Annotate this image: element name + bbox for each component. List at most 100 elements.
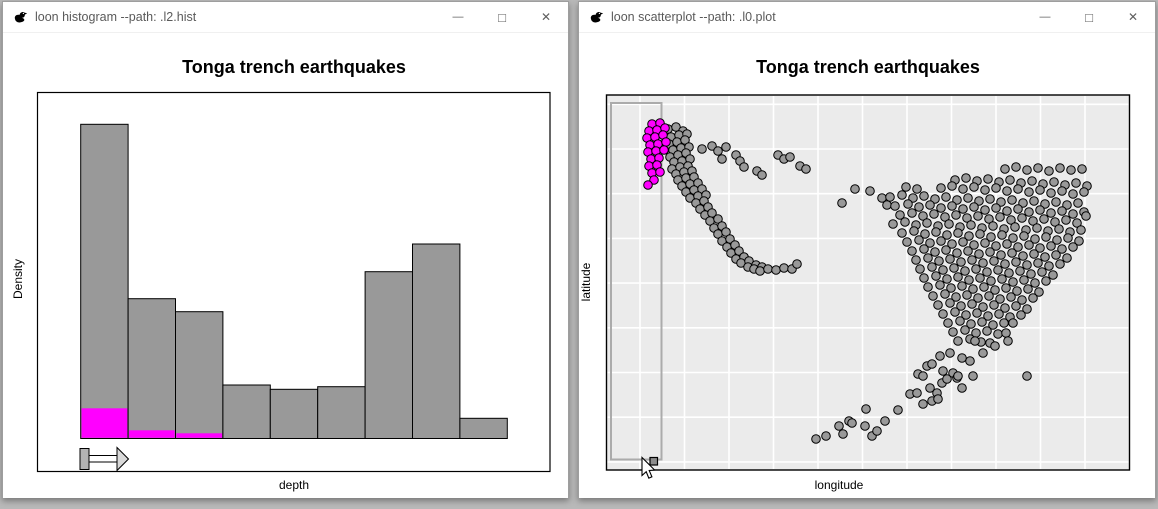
scatter-point[interactable]	[1046, 241, 1056, 251]
scatter-point[interactable]	[721, 142, 731, 152]
scatter-point[interactable]	[953, 272, 963, 282]
scatter-point[interactable]	[996, 250, 1006, 260]
scatter-point[interactable]	[938, 309, 948, 319]
scatter-point[interactable]	[985, 194, 995, 204]
binwidth-arrowhead-icon[interactable]	[116, 446, 130, 472]
scatter-point[interactable]	[1041, 276, 1051, 286]
scatter-point[interactable]	[915, 264, 925, 274]
scatter-point[interactable]	[960, 266, 970, 276]
scatter-point[interactable]	[946, 283, 956, 293]
scatter-point[interactable]	[951, 210, 961, 220]
scatter-point[interactable]	[977, 317, 987, 327]
scatter-point[interactable]	[717, 154, 727, 164]
scatter-point[interactable]	[763, 264, 773, 274]
scatter-point[interactable]	[997, 274, 1007, 284]
scatter-point[interactable]	[948, 327, 958, 337]
scatter-point[interactable]	[1057, 244, 1067, 254]
scatter-point[interactable]	[990, 285, 1000, 295]
scatter-point[interactable]	[895, 210, 905, 220]
scatter-point[interactable]	[968, 284, 978, 294]
scatter-point[interactable]	[1013, 242, 1023, 252]
scatter-point[interactable]	[1002, 186, 1012, 196]
scatter-point[interactable]	[1000, 259, 1010, 269]
scatter-point[interactable]	[938, 265, 948, 275]
scatter-point[interactable]	[907, 246, 917, 256]
scatter-point[interactable]	[901, 182, 911, 192]
scatter-point[interactable]	[936, 236, 946, 246]
scatter-point[interactable]	[1051, 197, 1061, 207]
scatter-point[interactable]	[991, 203, 1001, 213]
scatter-point[interactable]	[1054, 224, 1064, 234]
scatter-point[interactable]	[951, 292, 961, 302]
scatter-point[interactable]	[961, 310, 971, 320]
scatter-point[interactable]	[1008, 318, 1018, 328]
scatter-point[interactable]	[1011, 301, 1021, 311]
scatter-point[interactable]	[973, 211, 983, 221]
scatter-point[interactable]	[1066, 165, 1076, 175]
scatter-point[interactable]	[739, 162, 749, 172]
scatter-point[interactable]	[958, 237, 968, 247]
scatter-point[interactable]	[988, 320, 998, 330]
scatter-point[interactable]	[1008, 233, 1018, 243]
histogram-bar[interactable]	[222, 384, 271, 439]
scatter-point[interactable]	[969, 182, 979, 192]
scatter-point[interactable]	[1001, 328, 1011, 338]
histogram-bar-highlight[interactable]	[176, 433, 223, 438]
histogram-bar[interactable]	[459, 417, 508, 439]
scatter-point[interactable]	[975, 273, 985, 283]
scatter-point[interactable]	[949, 263, 959, 273]
scatter-point[interactable]	[911, 255, 921, 265]
scatter-point[interactable]	[980, 205, 990, 215]
scatter-point[interactable]	[935, 351, 945, 361]
scatter-point[interactable]	[983, 174, 993, 184]
histogram-bar[interactable]	[317, 386, 366, 440]
scatter-point[interactable]	[962, 290, 972, 300]
scatter-point[interactable]	[969, 202, 979, 212]
scatter-point[interactable]	[957, 281, 967, 291]
scatter-point[interactable]	[989, 300, 999, 310]
scatter-point[interactable]	[1051, 250, 1061, 260]
scatter-point[interactable]	[1035, 205, 1045, 215]
scatter-point[interactable]	[947, 181, 957, 191]
scatter-point[interactable]	[945, 298, 955, 308]
scatter-point[interactable]	[961, 173, 971, 183]
scatter-point[interactable]	[1004, 268, 1014, 278]
scatter-point[interactable]	[1068, 242, 1078, 252]
scatter-point[interactable]	[1015, 266, 1025, 276]
scatter-point[interactable]	[834, 421, 844, 431]
scatter-point[interactable]	[1035, 185, 1045, 195]
scatter-point[interactable]	[1073, 198, 1083, 208]
scatter-point[interactable]	[947, 201, 957, 211]
scatter-point[interactable]	[931, 227, 941, 237]
maximize-button[interactable]: □	[480, 2, 524, 32]
scatter-point[interactable]	[1044, 166, 1054, 176]
scatter-point[interactable]	[1022, 260, 1032, 270]
scatter-point[interactable]	[947, 239, 957, 249]
scatter-point[interactable]	[940, 289, 950, 299]
scatter-point[interactable]	[933, 394, 943, 404]
scatter-point[interactable]	[1017, 213, 1027, 223]
scatter-point[interactable]	[897, 190, 907, 200]
scatter-point[interactable]	[922, 218, 932, 228]
scatter-point[interactable]	[1049, 177, 1059, 187]
scatter-point[interactable]	[888, 219, 898, 229]
scatter-point[interactable]	[755, 266, 765, 276]
scatter-point[interactable]	[984, 291, 994, 301]
scatter-point[interactable]	[975, 229, 985, 239]
scatter-point[interactable]	[1024, 207, 1034, 217]
scatter-point[interactable]	[821, 431, 831, 441]
scatter-point[interactable]	[885, 192, 895, 202]
scatter-point[interactable]	[986, 232, 996, 242]
scatter-point[interactable]	[935, 280, 945, 290]
scatter-point[interactable]	[757, 170, 767, 180]
scatter-point[interactable]	[850, 184, 860, 194]
scatter-point[interactable]	[1002, 239, 1012, 249]
maximize-button[interactable]: □	[1067, 2, 1111, 32]
scatter-point[interactable]	[966, 319, 976, 329]
scatter-point[interactable]	[963, 193, 973, 203]
close-button[interactable]: ✕	[1111, 2, 1155, 32]
scatter-point[interactable]	[973, 293, 983, 303]
scatter-point[interactable]	[920, 229, 930, 239]
scatter-point[interactable]	[1044, 261, 1054, 271]
histogram-bar[interactable]	[80, 123, 129, 440]
